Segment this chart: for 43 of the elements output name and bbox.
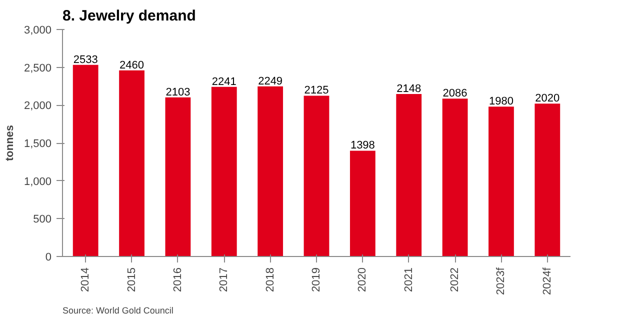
data-label: 2241 xyxy=(212,76,236,88)
y-tick-label: 500 xyxy=(33,214,52,226)
data-label: 1398 xyxy=(350,140,375,152)
x-tick-label: 2017 xyxy=(218,267,230,292)
x-tick-label: 2016 xyxy=(172,267,184,292)
bar xyxy=(396,94,422,256)
data-label: 1980 xyxy=(488,96,514,108)
bar xyxy=(211,86,237,256)
y-tick-label: 1,000 xyxy=(24,176,52,188)
x-tick-label: 2022 xyxy=(449,267,462,292)
x-tick-label: 2020 xyxy=(356,267,369,292)
data-label: 2148 xyxy=(396,82,422,95)
bar xyxy=(534,104,560,256)
data-label: 2125 xyxy=(304,84,329,97)
data-label: 2086 xyxy=(442,88,468,100)
data-label: 2460 xyxy=(120,59,144,72)
bar xyxy=(442,98,468,256)
y-tick-label: 0 xyxy=(45,252,52,264)
y-tick-label: 3,000 xyxy=(24,24,52,36)
x-tick-label: 2023f xyxy=(495,266,508,296)
bar xyxy=(165,97,191,256)
x-tick-label: 2018 xyxy=(264,267,276,292)
bar xyxy=(488,106,514,256)
x-tick-label: 2024f xyxy=(541,266,554,296)
bar xyxy=(304,96,330,256)
bar xyxy=(119,70,144,256)
x-tick-label: 2019 xyxy=(310,267,322,292)
y-tick-label: 2,500 xyxy=(24,62,52,74)
data-label: 2020 xyxy=(535,92,560,105)
data-label: 2103 xyxy=(166,86,190,98)
y-tick-label: 1,500 xyxy=(24,138,52,150)
data-label: 2249 xyxy=(258,75,283,88)
y-axis-title: tonnes xyxy=(4,124,16,162)
bar xyxy=(258,86,284,256)
bar xyxy=(350,150,376,256)
chart-title: 8. Jewelry demand xyxy=(62,8,196,24)
y-tick-label: 2,000 xyxy=(24,100,52,112)
bar xyxy=(72,64,98,256)
source-note: Source: World Gold Council xyxy=(62,306,174,316)
x-tick-label: 2021 xyxy=(402,267,415,292)
x-tick-label: 2015 xyxy=(126,267,138,292)
data-label: 2533 xyxy=(73,54,98,66)
x-tick-label: 2014 xyxy=(80,267,92,292)
